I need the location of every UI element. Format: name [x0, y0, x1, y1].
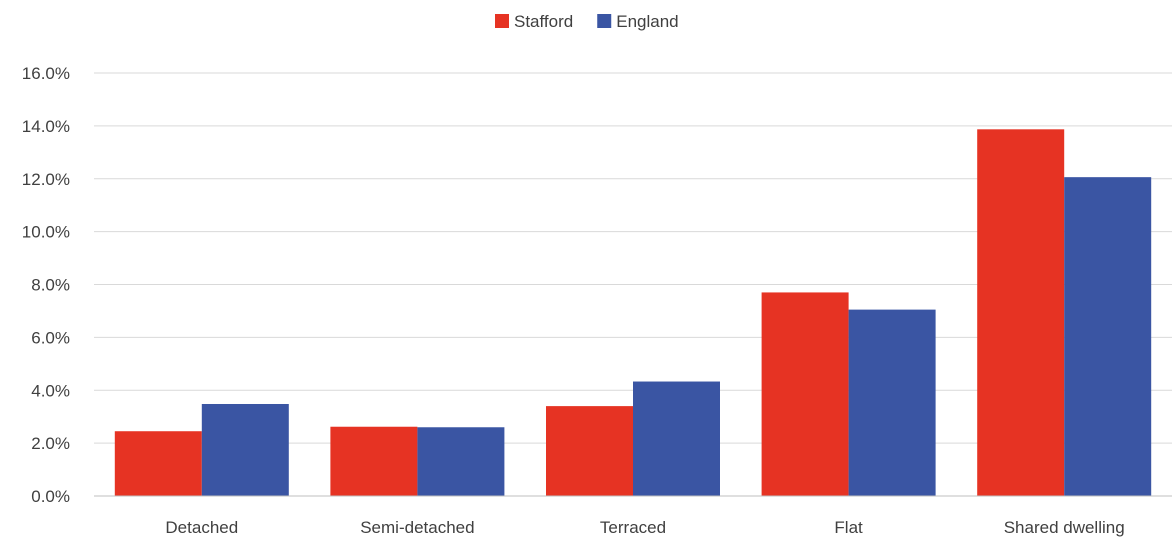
y-tick-label: 16.0%: [22, 64, 70, 83]
y-tick-label: 6.0%: [31, 328, 70, 347]
y-tick-label: 10.0%: [22, 223, 70, 242]
bar-stafford-flat: [761, 292, 849, 496]
legend-swatch: [495, 14, 509, 28]
legend: Stafford England: [495, 12, 679, 31]
gridlines: [94, 72, 1172, 444]
bar-england-terraced: [633, 381, 720, 496]
legend-label: Stafford: [514, 12, 573, 31]
bars: [114, 129, 1152, 496]
legend-swatch: [597, 14, 612, 28]
y-tick-label: 8.0%: [31, 276, 70, 295]
legend-label: England: [616, 12, 678, 31]
x-tick-label: Flat: [834, 518, 863, 537]
y-tick-label: 0.0%: [31, 487, 70, 506]
bar-england-flat: [848, 309, 936, 496]
x-tick-label: Detached: [165, 518, 238, 537]
x-axis: Detached Semi-detached Terraced Flat Shared …: [94, 495, 1172, 537]
bar-england-detached: [201, 403, 289, 496]
bar-stafford-detached: [114, 431, 202, 496]
bar-england-semi-detached: [417, 427, 505, 496]
bar-stafford-terraced: [546, 406, 633, 496]
x-tick-label: Semi-detached: [360, 518, 474, 537]
y-tick-label: 2.0%: [31, 434, 70, 453]
y-tick-label: 4.0%: [31, 381, 70, 400]
y-tick-label: 12.0%: [22, 170, 70, 189]
x-tick-label: Shared dwelling: [1004, 518, 1125, 537]
x-tick-label: Terraced: [600, 518, 666, 537]
y-tick-label: 14.0%: [22, 117, 70, 136]
bar-stafford-semi-detached: [330, 426, 418, 496]
bar-england-shared-dwelling: [1064, 177, 1152, 496]
y-axis: 0.0% 2.0% 4.0% 6.0% 8.0% 10.0% 12.0% 14.0% 16.0%: [22, 64, 70, 506]
bar-stafford-shared-dwelling: [977, 129, 1065, 496]
